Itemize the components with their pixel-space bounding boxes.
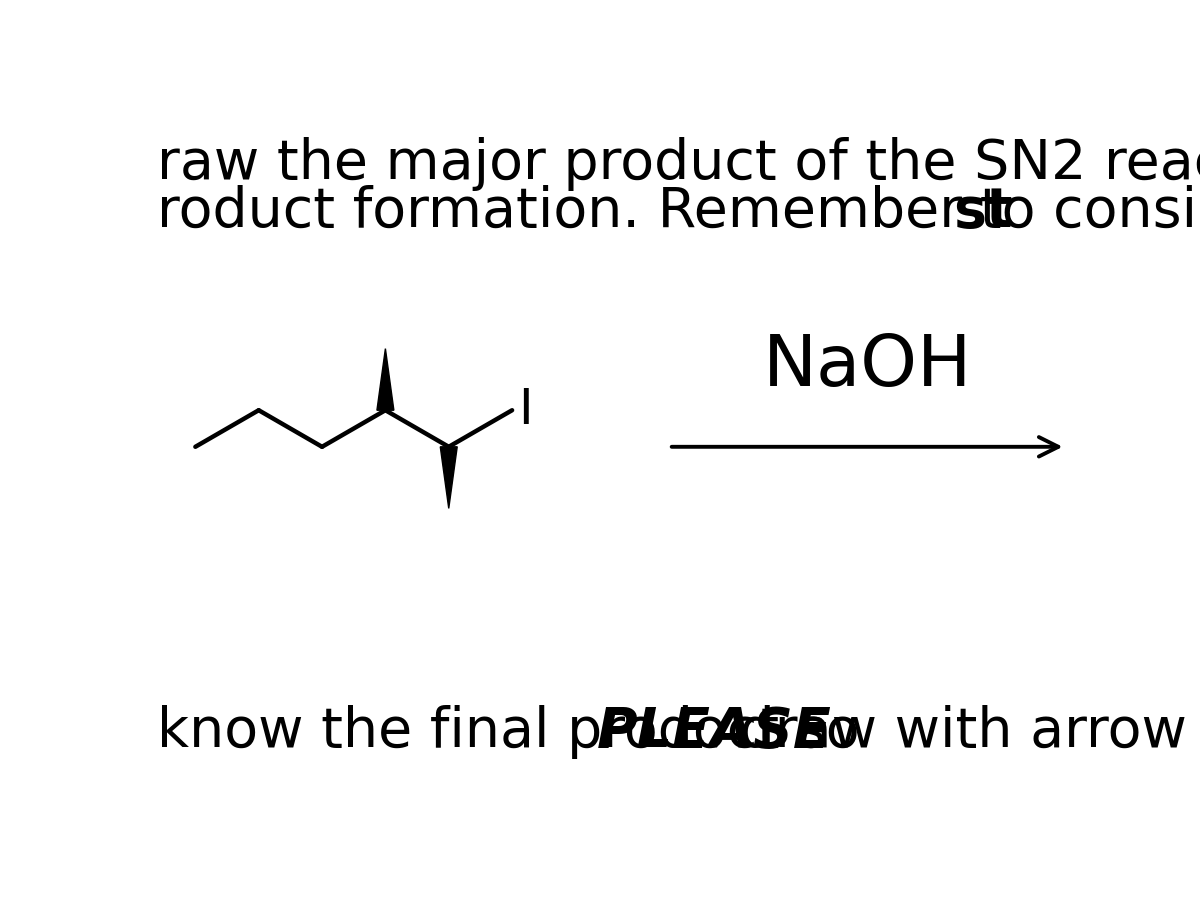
- Polygon shape: [377, 348, 394, 410]
- Text: know the final prodoct so: know the final prodoct so: [157, 705, 877, 759]
- Polygon shape: [440, 446, 457, 508]
- Text: raw the major product of the SN2 reaction below ar: raw the major product of the SN2 reactio…: [157, 138, 1200, 192]
- Text: NaOH: NaOH: [762, 331, 972, 400]
- Text: PLEASE: PLEASE: [598, 705, 832, 759]
- Text: st: st: [953, 185, 1013, 239]
- Text: roduct formation. Remember to consider product: roduct formation. Remember to consider p…: [157, 185, 1200, 239]
- Text: I: I: [518, 386, 533, 434]
- Text: draw with arrow: draw with arrow: [722, 705, 1187, 759]
